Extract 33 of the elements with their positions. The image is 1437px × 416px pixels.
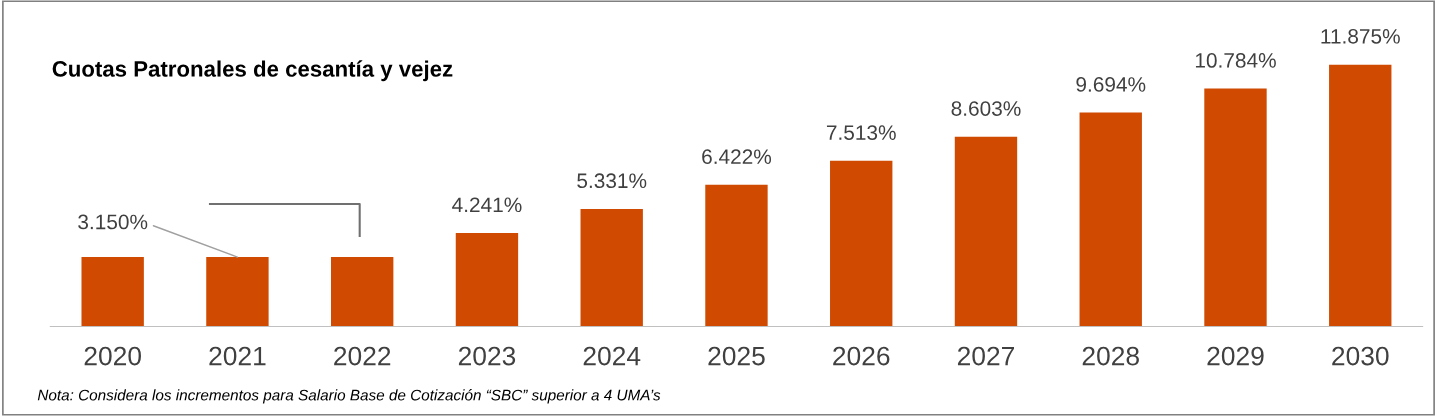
bar: [1204, 88, 1267, 327]
x-tick-label: 2028: [1082, 346, 1139, 366]
bar: [580, 208, 643, 327]
data-label: 3.150%: [78, 214, 148, 230]
data-label: 5.331%: [577, 173, 647, 189]
x-tick-label: 2026: [833, 346, 890, 366]
text: Nota: Considera los incrementos para Salario Base de Cotización “SBC” superior a 4 UMA’s: [37, 389, 661, 404]
data-label: 7.513%: [826, 125, 896, 140]
chart-title: Cuotas Patronales de cesantía y vejez: [52, 60, 453, 82]
bar: [705, 184, 768, 327]
data-label: 11.875%: [1321, 28, 1400, 44]
bar: [81, 257, 144, 327]
data-label: 6.422%: [702, 149, 772, 165]
data-label: 8.603%: [951, 101, 1021, 116]
data-label: 4.241%: [452, 197, 522, 213]
x-tick-label: 2022: [334, 346, 391, 366]
bar: [830, 160, 893, 327]
bar: [331, 257, 394, 327]
x-tick-label: 2024: [583, 346, 641, 366]
bar: [1329, 64, 1392, 327]
x-tick-label: 2020: [84, 346, 141, 366]
x-tick-label: 2029: [1207, 346, 1264, 366]
x-tick-label: 2021: [209, 346, 266, 366]
data-label: 10.784%: [1195, 53, 1276, 68]
bar: [206, 257, 269, 327]
bar: [455, 232, 519, 327]
x-tick-label: 2023: [458, 346, 516, 366]
bar: [1079, 112, 1142, 327]
bar: [954, 136, 1018, 327]
x-tick-label: 2030: [1332, 346, 1389, 366]
data-label: 9.694%: [1076, 77, 1146, 92]
x-tick-label: 2027: [957, 346, 1015, 366]
x-tick-label: 2025: [708, 346, 765, 366]
